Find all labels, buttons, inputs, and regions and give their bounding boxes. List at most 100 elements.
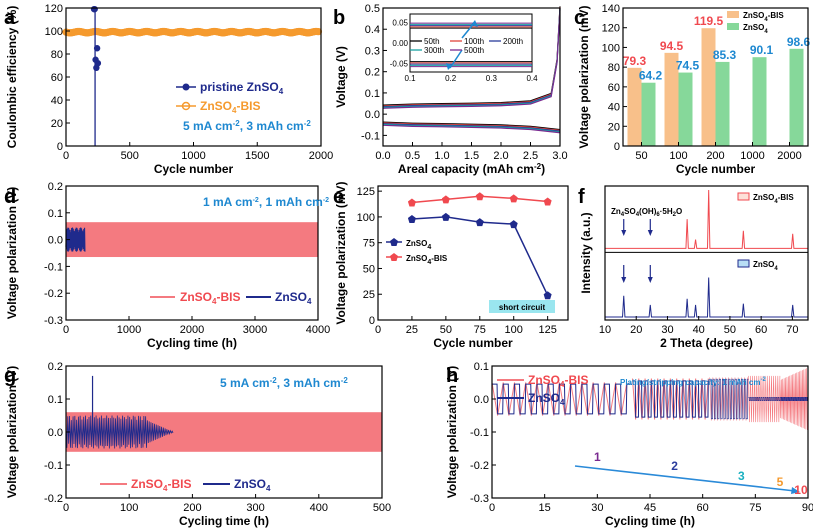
legend-label-zbis: ZnSO4-BIS: [131, 477, 191, 493]
x-tick-label: 90: [802, 502, 813, 514]
legend-marker-znso4: [390, 238, 398, 246]
panel-f: 10 20 30 40 50 60 70 2 Theta (degree) Intensity …: [578, 185, 809, 350]
plot-frame: [622, 7, 809, 147]
x-tick-label: 2.5: [523, 150, 538, 162]
x-tick-label: 2000: [309, 150, 333, 162]
x-tick-label: 1000: [740, 150, 764, 162]
rate-label: 10: [794, 483, 808, 497]
x-tick-label: 3000: [243, 324, 267, 336]
inset-legend-label: 50th: [424, 37, 440, 46]
data-point-zbis: [543, 197, 552, 206]
legend-swatch-zbis: [727, 11, 739, 18]
data-point-zbis: [475, 192, 484, 201]
panel-a: 0 500 1000 1500 2000 0 20 40 60 80 100 120 Cycle num…: [4, 3, 333, 176]
short-circuit-label: short circuit: [499, 303, 546, 312]
bar-znso4: [752, 57, 767, 146]
x-tick-label: 0.5: [405, 150, 420, 162]
y-tick-label: 0.2: [48, 361, 63, 373]
y-axis-label: Voltage polarization (V): [5, 187, 19, 319]
series-line-zbis: [631, 378, 709, 420]
series-line-zbis: [709, 377, 748, 421]
x-tick-label: 200: [183, 502, 201, 514]
data-point-pristine: [94, 60, 102, 67]
bar-zbis: [701, 28, 716, 147]
y-tick-label: 80: [608, 62, 620, 74]
y-tick-label: 0.0: [474, 394, 489, 406]
x-tick-label: 1.5: [464, 150, 479, 162]
phase-annotation: Zn4SO4(OH)6·5H2O: [611, 207, 682, 218]
inset-frame: [409, 13, 533, 73]
phase-arrowhead: [621, 277, 627, 283]
y-tick-label: 20: [608, 121, 620, 133]
inset-x-tick-label: 0.2: [445, 74, 457, 83]
current-density-annotation: 5 mA cm-2, 3 mAh cm-2: [183, 119, 311, 133]
data-point-pristine: [91, 5, 98, 13]
panel-g: 0 100 200 300 400 500 -0.2 -0.1 0.0 0.1 0.2 Cycling…: [4, 361, 391, 528]
inset-legend-label: 200th: [503, 37, 523, 46]
legend-label-znso4: ZnSO4: [528, 391, 565, 407]
x-axis-label: Cycling time (h): [147, 336, 237, 350]
x-tick-label: 2000: [180, 324, 204, 336]
x-tick-label: 45: [644, 502, 656, 514]
series-line-discharge: [382, 123, 561, 132]
x-tick-label: 1000: [181, 150, 205, 162]
x-axis-label: 2 Theta (degree): [660, 336, 753, 350]
y-tick-label: 20: [51, 118, 63, 130]
y-tick-label: -0.2: [470, 460, 489, 472]
data-point-zbis: [407, 198, 416, 207]
rate-arrow: [574, 465, 796, 492]
x-tick-label: 50: [724, 324, 736, 336]
inset-y-tick-label: -0.05: [390, 60, 409, 69]
y-tick-label: 80: [51, 49, 63, 61]
area-zbis: [66, 222, 318, 258]
inset-y-tick-label: 0.05: [392, 18, 408, 27]
data-point-znso4: [543, 291, 552, 300]
current-density-annotation: 1 mA cm-2, 1 mAh cm-2: [203, 195, 329, 209]
data-point-pristine: [93, 45, 101, 52]
x-tick-label: 50: [635, 150, 647, 162]
bar-value-label-znso4: 74.5: [676, 59, 700, 73]
legend-label-znso4: ZnSO4: [743, 23, 768, 35]
x-tick-label: 100: [505, 324, 523, 336]
panel-h: 1 2 3 5 10 0 15 30 45 60 75 90 -0.3 -0.2 -0.1 0.0 0.1 Cyc…: [445, 361, 813, 528]
legend-label-zbis: ZnSO4-BIS: [406, 254, 448, 266]
y-tick-label: 25: [363, 289, 375, 301]
y-tick-label: 120: [45, 3, 63, 15]
bar-value-label-zbis: 119.5: [694, 14, 724, 28]
bar-value-label-znso4: 90.1: [750, 43, 774, 57]
x-tick-label: 1500: [245, 150, 269, 162]
y-tick-label: 0: [614, 141, 620, 153]
y-axis-label: Intensity (a.u.): [579, 212, 593, 293]
bar-value-label-zbis: 79.3: [623, 54, 647, 68]
bar-znso4: [678, 72, 693, 146]
rate-label: 3: [738, 469, 745, 483]
bar-znso4: [715, 61, 730, 146]
legend-swatch-znso4: [727, 23, 739, 30]
x-tick-label: 60: [755, 324, 767, 336]
y-tick-label: 0.0: [365, 109, 380, 121]
y-tick-label: 0.1: [365, 88, 380, 100]
x-tick-label: 300: [246, 502, 264, 514]
y-tick-label: -0.1: [470, 427, 489, 439]
x-tick-label: 1000: [117, 324, 141, 336]
bar-znso4: [641, 82, 656, 146]
series-line-zbis: [491, 382, 628, 416]
inset: 0.05 0.00 -0.05 0.1 0.2 0.3 0.4 50th 100th 200th 3…: [390, 13, 538, 83]
x-tick-label: 400: [310, 502, 328, 514]
x-tick-label: 20: [630, 324, 642, 336]
y-tick-label: 0.1: [48, 208, 63, 220]
series-line-charge: [382, 9, 561, 109]
y-tick-label: 0: [57, 141, 63, 153]
x-tick-label: 500: [373, 502, 391, 514]
panel-label-c: c: [574, 7, 585, 29]
y-axis-label: Voltage (V): [334, 46, 348, 108]
series-line-discharge: [382, 123, 561, 133]
bar-value-label-znso4: 85.3: [713, 48, 737, 62]
bar-value-label-zbis: 94.5: [660, 39, 684, 53]
xrd-pattern-ZnSO4: [605, 277, 808, 318]
y-tick-label: 60: [608, 82, 620, 94]
x-tick-label: 125: [538, 324, 556, 336]
inset-arrowhead: [446, 63, 453, 70]
y-axis-label: Voltage polarization (V): [5, 366, 19, 498]
y-tick-label: 140: [602, 3, 620, 15]
